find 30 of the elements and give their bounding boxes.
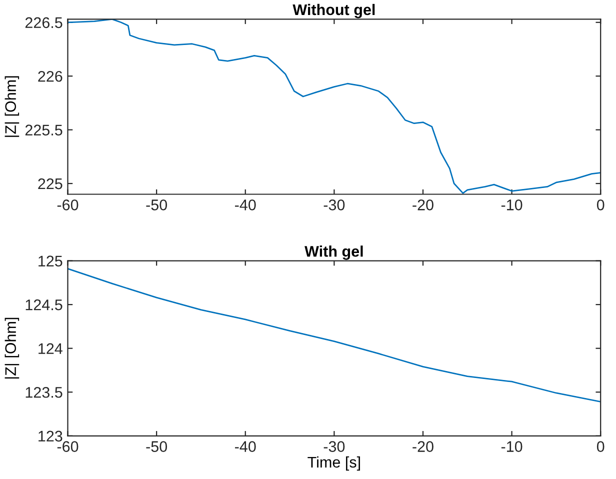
x-tick-label: -40: [235, 441, 256, 452]
y-tick-label: 124: [38, 343, 62, 354]
y-tick-label: 226.5: [25, 17, 62, 28]
chart-title: With gel: [304, 246, 363, 260]
x-tick-label: -60: [57, 441, 78, 452]
y-axis-title: |Z| [Ohm]: [4, 76, 20, 137]
x-tick-label: -20: [412, 441, 434, 452]
x-tick-label: -10: [501, 441, 522, 452]
x-tick-label: -50: [146, 200, 168, 210]
x-tick-label: 0: [596, 200, 604, 210]
y-tick-label: 225.5: [25, 124, 62, 136]
y-tick-label: 125: [38, 256, 62, 266]
x-tick-label: -60: [57, 200, 78, 210]
line-series: [68, 19, 601, 194]
x-tick-label: -30: [324, 200, 345, 210]
x-tick-label: -20: [412, 200, 434, 210]
y-tick-label: 124.5: [26, 299, 62, 310]
x-tick-label: -50: [146, 441, 168, 452]
y-tick-label: 226: [38, 70, 62, 82]
x-tick-label: -40: [235, 200, 256, 210]
chart-title: Without gel: [292, 4, 375, 18]
x-tick-label: -30: [324, 441, 345, 452]
x-tick-label: -10: [501, 200, 522, 210]
x-tick-label: 0: [596, 441, 604, 452]
line-series: [68, 268, 601, 402]
y-tick-label: 225: [38, 178, 62, 190]
y-tick-label: 123.5: [26, 386, 62, 398]
y-tick-label: 123: [38, 430, 62, 442]
x-axis-title: Time [s]: [308, 456, 360, 471]
y-axis-title: |Z| [Ohm]: [4, 318, 20, 379]
